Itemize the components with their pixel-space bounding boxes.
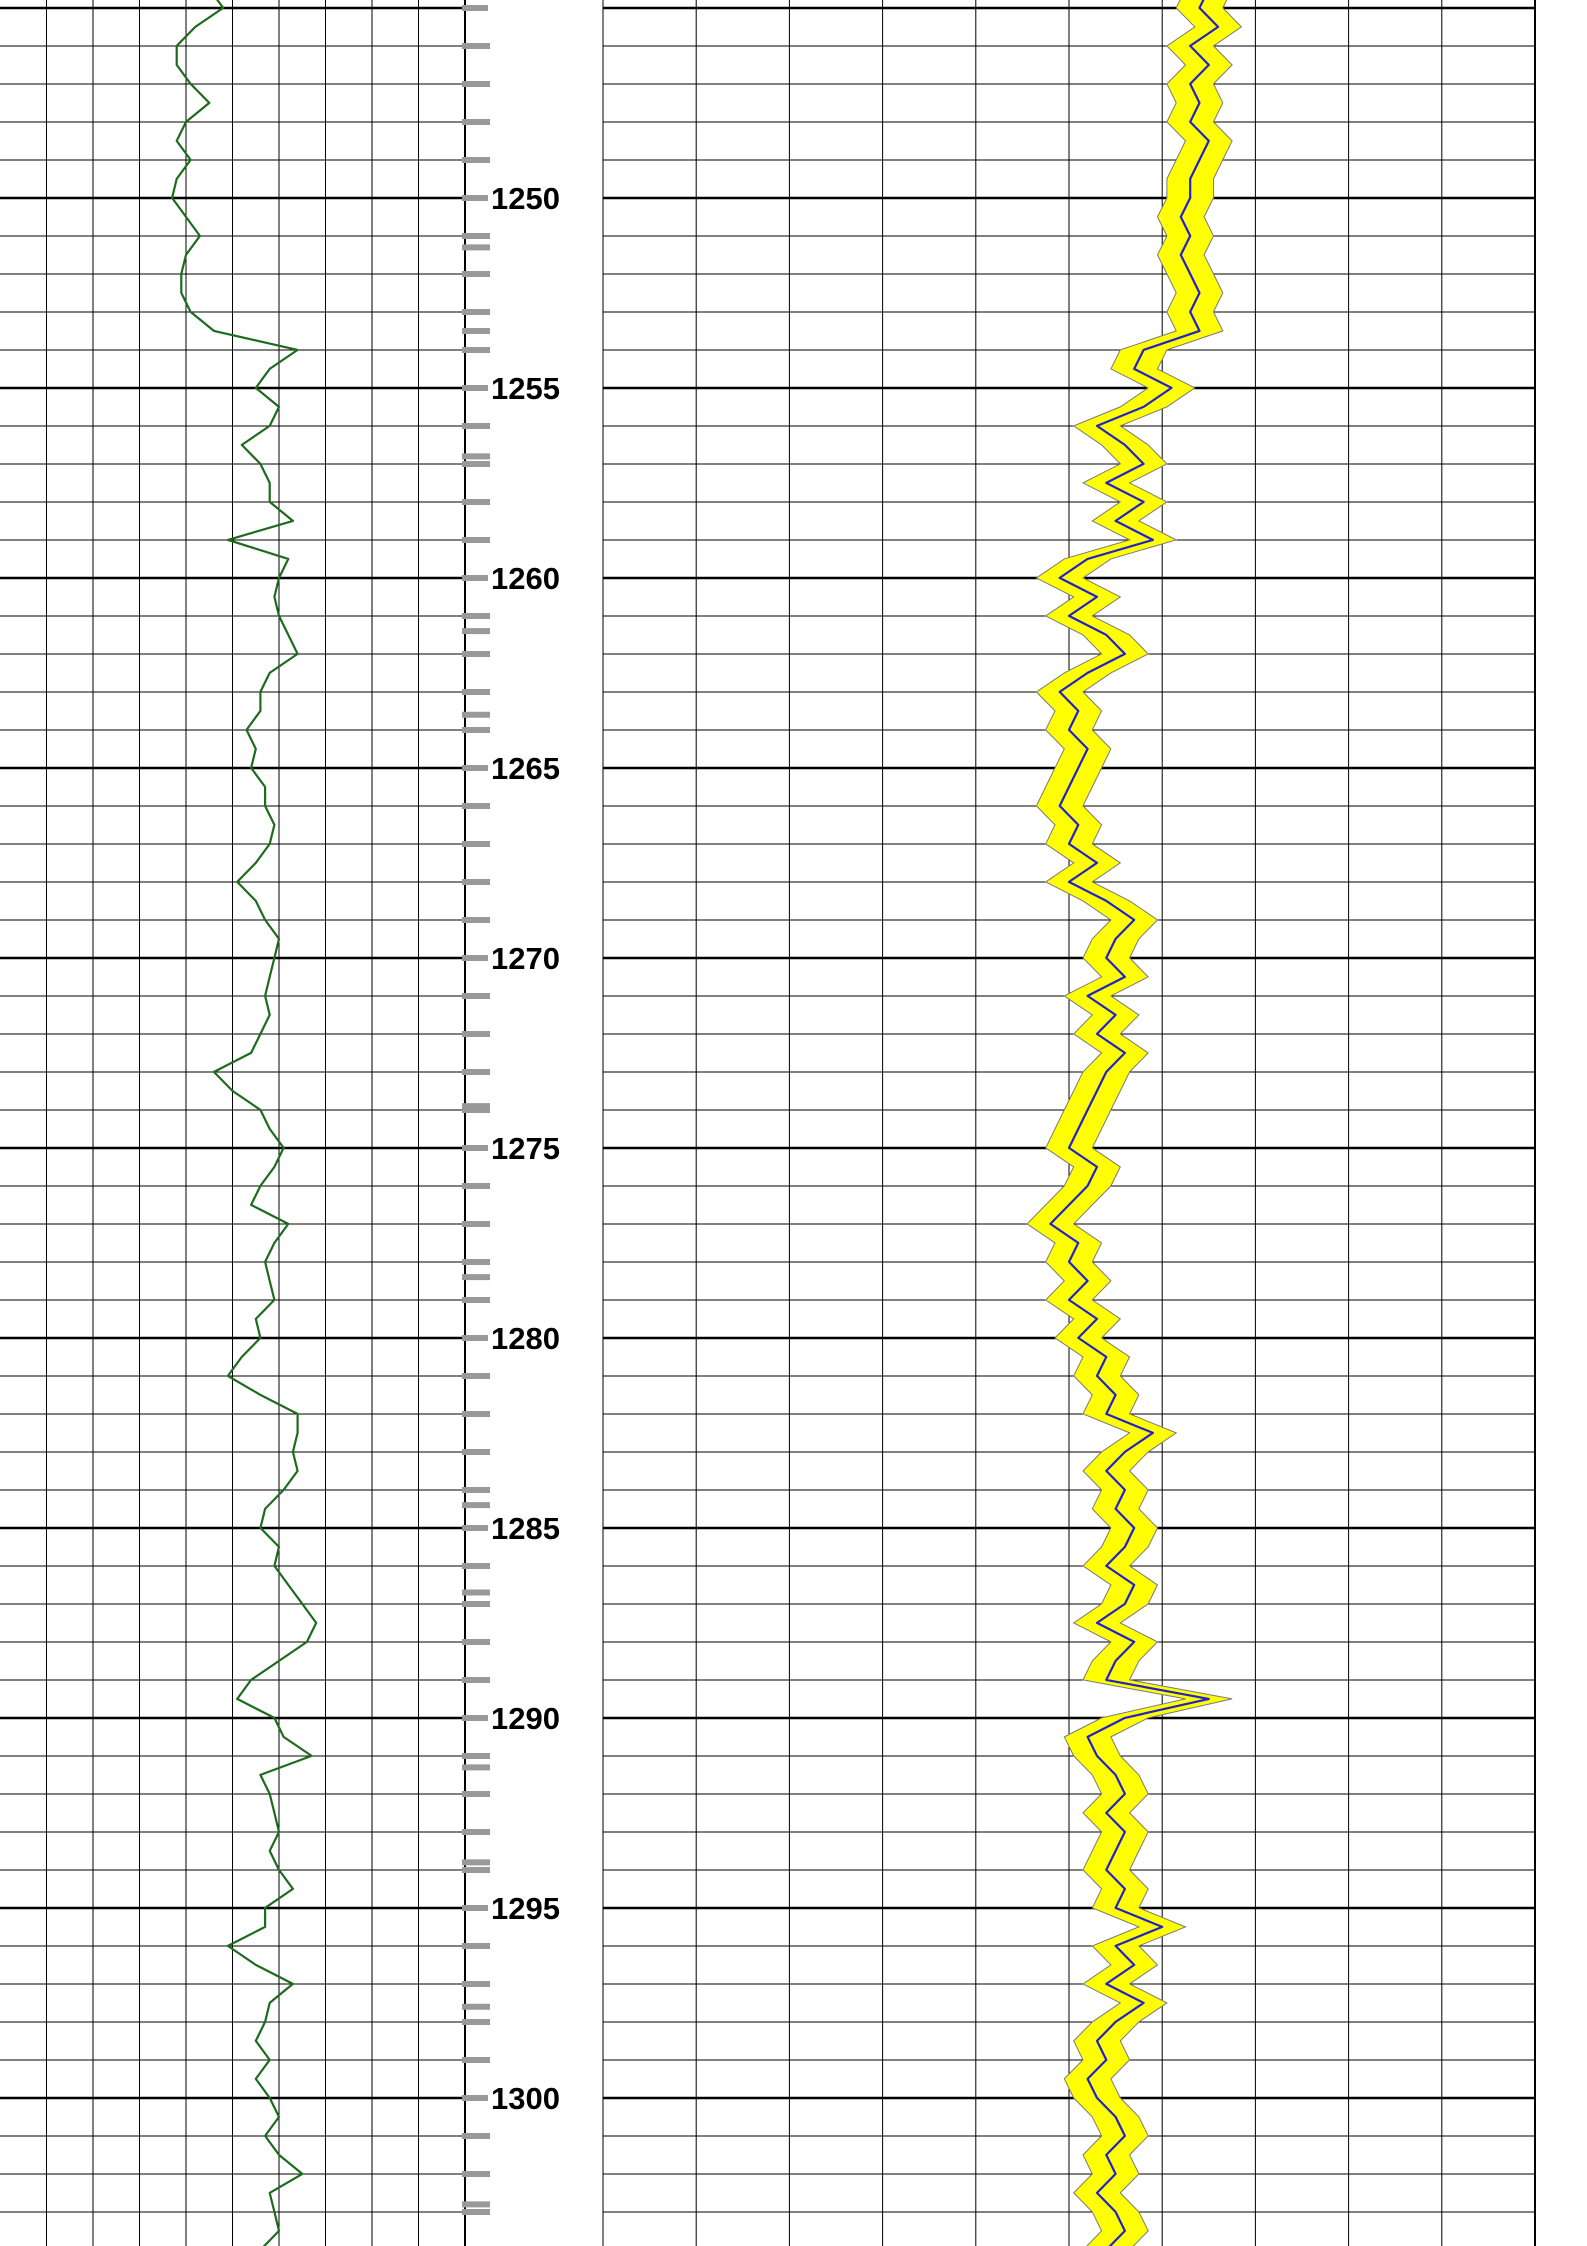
depth-label-1250: 1250 [491,181,560,216]
right-track [602,0,1536,2246]
depth-label-1270: 1270 [491,941,560,976]
depth-label-1295: 1295 [491,1891,560,1926]
right-log-uncertainty-band [1026,0,1243,2246]
depth-label-1300: 1300 [491,2081,560,2116]
depth-label-1280: 1280 [491,1321,560,1356]
depth-label-1260: 1260 [491,561,560,596]
left-track-grid [0,0,466,2246]
depth-labels: 1250 1255 1260 1265 1270 1275 1280 1285 … [491,181,560,2116]
depth-label-1265: 1265 [491,751,560,786]
left-log-curve [171,0,318,2246]
left-track [0,0,466,2246]
depth-label-1255: 1255 [491,371,560,406]
depth-label-1285: 1285 [491,1511,560,1546]
right-log-curve [1049,0,1220,2246]
depth-label-1275: 1275 [491,1131,560,1166]
depth-ticks [462,4,490,2215]
depth-label-1290: 1290 [491,1701,560,1736]
depth-track: 1250 1255 1260 1265 1270 1275 1280 1285 … [462,4,560,2215]
